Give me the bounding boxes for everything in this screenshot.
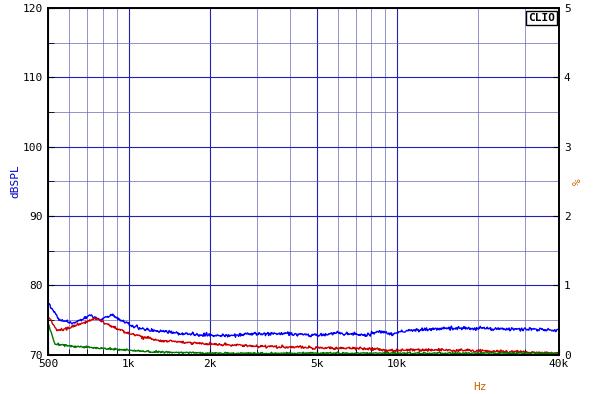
- Y-axis label: dBSPL: dBSPL: [10, 164, 20, 198]
- Y-axis label: %: %: [573, 178, 584, 185]
- Text: CLIO: CLIO: [528, 13, 555, 23]
- Text: Hz: Hz: [473, 382, 486, 392]
